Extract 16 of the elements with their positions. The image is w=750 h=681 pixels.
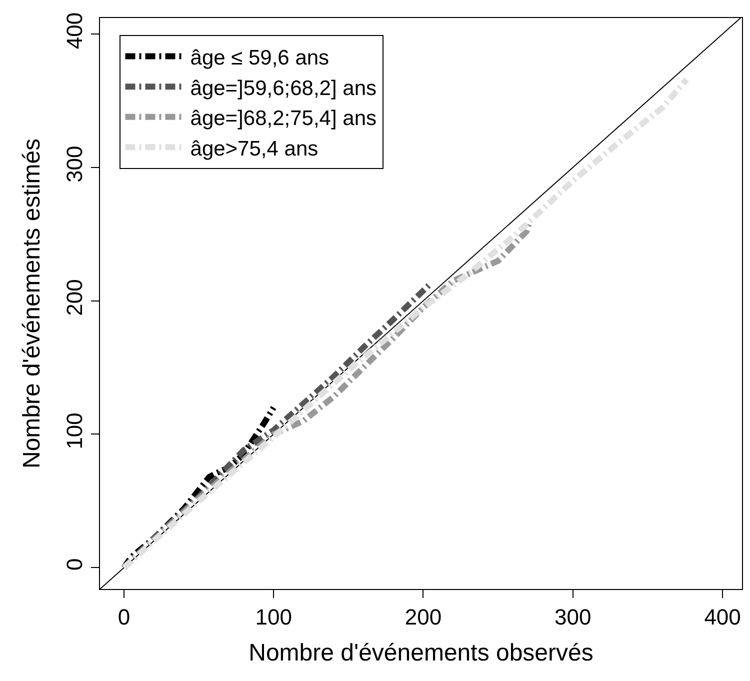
- y-tick-label: 100: [62, 412, 88, 450]
- legend-label: âge ≤ 59,6 ans: [190, 46, 330, 70]
- y-tick-label: 300: [62, 146, 88, 182]
- x-tick-label: 300: [554, 604, 592, 630]
- x-tick-label: 400: [704, 604, 741, 630]
- y-tick-label: 200: [62, 279, 88, 316]
- legend-label: âge>75,4 ans: [190, 137, 318, 160]
- y-axis-title: Nombre d'événements estimés: [18, 138, 46, 469]
- x-tick-label: 200: [404, 604, 442, 630]
- y-tick-label: 0: [62, 558, 88, 570]
- x-axis-title: Nombre d'événements observés: [248, 640, 594, 667]
- x-tick-label: 0: [118, 604, 130, 630]
- x-tick-label: 100: [255, 604, 292, 630]
- y-tick-label: 400: [62, 12, 88, 50]
- legend-label: âge=]68,2;75,4] ans: [190, 107, 377, 130]
- legend-label: âge=]59,6;68,2] ans: [190, 76, 377, 100]
